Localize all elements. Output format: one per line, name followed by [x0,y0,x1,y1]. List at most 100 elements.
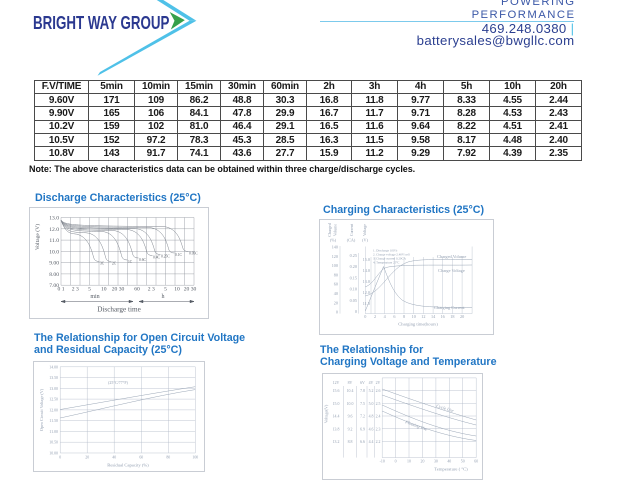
svg-text:10.0: 10.0 [49,250,59,256]
svg-text:2 3: 2 3 [148,287,155,293]
svg-text:Cycle Use: Cycle Use [436,403,455,413]
svg-text:(25°C/77°F): (25°C/77°F) [108,380,128,385]
svg-text:0.1C: 0.1C [175,253,182,257]
svg-text:3C: 3C [100,262,105,266]
svg-text:2.3: 2.3 [376,427,381,431]
svg-text:2: 2 [374,314,376,319]
svg-text:50: 50 [461,459,465,463]
svg-text:Charge Voltage: Charge Voltage [438,268,465,273]
svg-text:30: 30 [434,459,438,463]
svg-text:60: 60 [139,455,143,459]
svg-text:9.6: 9.6 [348,414,353,418]
svg-text:0.20: 0.20 [350,264,357,269]
svg-text:10: 10 [411,314,415,319]
svg-text:7.2: 7.2 [360,414,365,418]
svg-text:10: 10 [101,287,107,293]
svg-text:4: 4 [384,314,387,319]
svg-text:2.6: 2.6 [376,389,381,393]
svg-text:0.05C: 0.05C [189,252,198,256]
svg-text:Voltage(V): Voltage(V) [324,404,329,423]
svg-text:2. Charge voltage 2.40V/cell: 2. Charge voltage 2.40V/cell [373,253,410,257]
svg-text:5: 5 [164,287,167,293]
svg-text:13.50: 13.50 [49,376,58,380]
svg-text:12: 12 [421,314,425,319]
svg-text:14.00: 14.00 [49,365,58,369]
svg-text:Voltage (V): Voltage (V) [34,224,41,250]
svg-text:4.6: 4.6 [369,427,374,431]
svg-text:40: 40 [112,455,116,459]
svg-text:80: 80 [166,455,170,459]
svg-text:1C: 1C [128,260,133,264]
svg-text:13.00: 13.00 [49,387,58,391]
svg-text:15.6: 15.6 [333,389,340,393]
svg-text:7.8: 7.8 [360,389,365,393]
svg-text:60: 60 [475,459,479,463]
svg-text:Charging time(hours): Charging time(hours) [398,322,438,327]
svg-text:0: 0 [336,310,338,315]
svg-text:13.8: 13.8 [333,427,340,431]
svg-text:60: 60 [334,282,338,287]
svg-text:4.8: 4.8 [369,414,374,418]
svg-text:Temperature ( °C): Temperature ( °C) [435,466,469,471]
svg-text:4V: 4V [369,381,374,385]
svg-text:40: 40 [448,459,452,463]
svg-text:0.6C: 0.6C [139,258,146,262]
svg-text:20 30: 20 30 [112,287,125,293]
svg-text:11.0: 11.0 [363,301,370,306]
svg-text:3. Charge current 0.20CA: 3. Charge current 0.20CA [373,257,407,261]
svg-text:Discharge time: Discharge time [97,306,141,314]
svg-text:0.4C: 0.4C [153,256,160,260]
svg-text:0.25: 0.25 [350,253,357,258]
svg-text:12.0: 12.0 [49,227,59,233]
svg-text:(V): (V) [362,238,368,243]
svg-text:20 30: 20 30 [184,287,197,293]
svg-text:13.2: 13.2 [333,440,340,444]
svg-text:8.8: 8.8 [348,440,353,444]
svg-text:8.00: 8.00 [49,272,59,278]
svg-text:1. Discharge 100%: 1. Discharge 100% [373,249,398,253]
svg-text:20: 20 [334,300,338,305]
svg-text:Charged: Charged [327,223,332,236]
svg-text:7.00: 7.00 [49,284,59,290]
svg-text:2.2: 2.2 [376,440,381,444]
svg-text:8V: 8V [348,381,353,385]
svg-text:14.0: 14.0 [363,268,370,273]
svg-text:Floating Use: Floating Use [404,419,428,432]
svg-text:(%): (%) [330,238,337,243]
svg-text:6V: 6V [361,381,366,385]
svg-text:5.2: 5.2 [369,389,374,393]
svg-text:2.4: 2.4 [376,414,381,418]
svg-text:18: 18 [450,314,454,319]
svg-text:0.25C: 0.25C [161,255,170,259]
svg-text:14: 14 [431,314,436,319]
svg-text:11.50: 11.50 [50,419,59,423]
svg-text:120: 120 [332,254,338,259]
svg-text:20: 20 [421,459,425,463]
svg-text:Residual Capacity (%): Residual Capacity (%) [107,462,149,467]
svg-text:100: 100 [332,263,338,268]
svg-text:15.0: 15.0 [333,402,340,406]
svg-text:10: 10 [174,287,180,293]
svg-text:2 3: 2 3 [72,287,79,293]
svg-text:15.0: 15.0 [363,257,370,262]
svg-text:Voltage: Voltage [362,224,367,236]
svg-text:10.00: 10.00 [49,451,58,455]
svg-text:12.0: 12.0 [363,290,370,295]
svg-text:6.9: 6.9 [360,427,365,431]
svg-text:2.5: 2.5 [376,402,381,406]
svg-text:0: 0 [395,459,397,463]
svg-text:10.4: 10.4 [347,389,354,393]
svg-text:10.0: 10.0 [347,402,354,406]
svg-text:4. Temperature 25°C: 4. Temperature 25°C [373,261,400,265]
svg-text:16: 16 [440,314,444,319]
svg-text:13.0: 13.0 [49,216,59,222]
svg-text:2C: 2C [112,262,117,266]
svg-text:13.0: 13.0 [363,279,370,284]
svg-text:Volume: Volume [332,224,337,237]
svg-text:140: 140 [332,245,338,250]
svg-text:12.50: 12.50 [49,398,58,402]
svg-text:5.0: 5.0 [369,402,374,406]
svg-text:min: min [90,294,99,300]
svg-text:0.15: 0.15 [350,276,357,281]
svg-text:0: 0 [355,309,357,314]
